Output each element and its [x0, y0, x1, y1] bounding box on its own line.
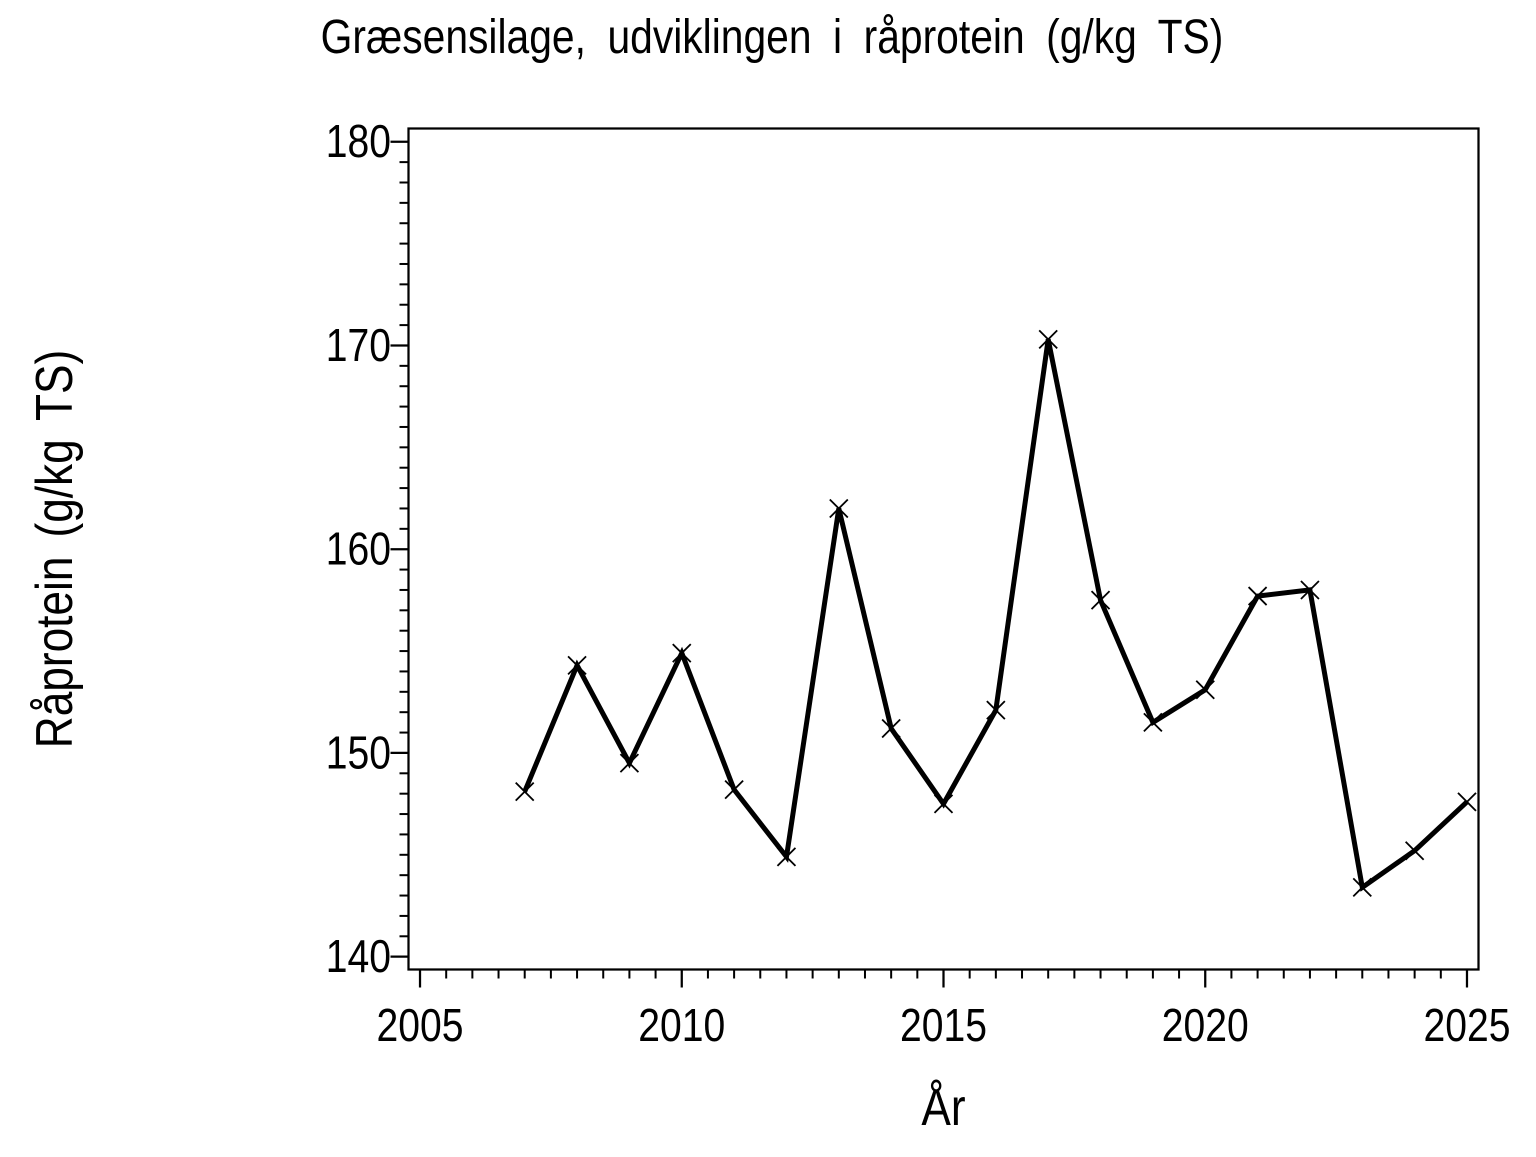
data-point-marker-x — [1404, 841, 1425, 861]
x-tick-label-group: 2020 — [1162, 1000, 1249, 1052]
y-tick-label: 170 — [326, 320, 391, 372]
data-point-marker-x — [881, 718, 901, 739]
x-tick-label: 2010 — [638, 1000, 725, 1052]
data-point-marker-x — [1457, 792, 1477, 812]
marker-stroke — [829, 498, 849, 519]
data-point-marker-x — [776, 847, 797, 867]
data-point-marker-x — [567, 655, 587, 675]
data-point-marker-x — [1090, 590, 1111, 610]
marker-stroke — [1352, 877, 1372, 898]
marker-stroke — [1247, 586, 1268, 606]
marker-stroke — [567, 655, 587, 675]
text-layer: 140 150 160 170 180 2005 2010 2015 2020 2025 Græse… — [26, 11, 1511, 1137]
data-point-marker-x — [724, 779, 744, 800]
data-point-marker-x — [515, 782, 535, 802]
data-line — [522, 338, 1469, 892]
data-point-marker-x — [1143, 712, 1163, 733]
x-tick-label-group: 2005 — [377, 1000, 464, 1052]
marker-stroke — [1038, 329, 1058, 349]
y-tick-label-group: 170 — [326, 320, 391, 372]
chart-title-group: Græsensilage, udviklingen i råprotein (g… — [321, 11, 1224, 64]
marker-stroke — [619, 753, 640, 773]
x-tick-label-group: 2025 — [1424, 1000, 1511, 1052]
data-series-layer — [515, 329, 1477, 898]
data-point-marker-x — [1300, 580, 1320, 600]
data-point-marker-x — [1352, 877, 1372, 898]
plot-box-layer — [407, 127, 1480, 971]
data-point-marker-x — [1038, 329, 1058, 349]
x-tick-label-group: 2015 — [900, 1000, 987, 1052]
y-tick-label-group: 140 — [326, 931, 391, 983]
x-tick-label: 2005 — [377, 1000, 464, 1052]
marker-stroke — [986, 700, 1006, 720]
x-tick-label: 2015 — [900, 1000, 987, 1052]
x-axis-label: År — [921, 1079, 965, 1137]
marker-stroke — [1300, 580, 1320, 600]
y-tick-label: 150 — [326, 727, 391, 779]
data-point-marker-x — [829, 498, 849, 519]
marker-stroke — [1090, 590, 1111, 610]
marker-stroke — [724, 779, 744, 800]
y-tick-label: 180 — [326, 116, 391, 168]
data-point-marker-x — [672, 643, 692, 663]
y-tick-label-group: 150 — [326, 727, 391, 779]
marker-stroke — [933, 794, 954, 814]
data-point-marker-x — [933, 794, 954, 814]
data-point-marker-x — [619, 753, 640, 773]
y-tick-label-group: 180 — [326, 116, 391, 168]
data-point-marker-x — [986, 700, 1006, 720]
plot-border — [407, 127, 1480, 971]
y-tick-label-group: 160 — [326, 524, 391, 576]
marker-stroke — [881, 718, 901, 739]
marker-stroke — [515, 782, 535, 802]
marker-stroke — [1457, 792, 1477, 812]
data-point-marker-x — [1195, 680, 1215, 700]
marker-stroke — [672, 643, 692, 663]
x-tick-label: 2020 — [1162, 1000, 1249, 1052]
marker-stroke — [1195, 680, 1215, 700]
x-axis-label-group: År — [921, 1079, 965, 1137]
data-point-marker-x — [1247, 586, 1268, 606]
y-tick-label: 160 — [326, 524, 391, 576]
y-tick-label: 140 — [326, 931, 391, 983]
x-tick-label-group: 2010 — [638, 1000, 725, 1052]
marker-stroke — [776, 847, 797, 867]
axis-ticks-layer — [390, 140, 1469, 988]
marker-stroke — [1143, 712, 1163, 733]
x-tick-label: 2025 — [1424, 1000, 1511, 1052]
chart-title: Græsensilage, udviklingen i råprotein (g… — [321, 11, 1224, 64]
y-axis-label-group: Råprotein (g/kg TS) — [26, 350, 84, 748]
y-axis-label: Råprotein (g/kg TS) — [26, 350, 84, 748]
marker-stroke — [1404, 841, 1425, 861]
